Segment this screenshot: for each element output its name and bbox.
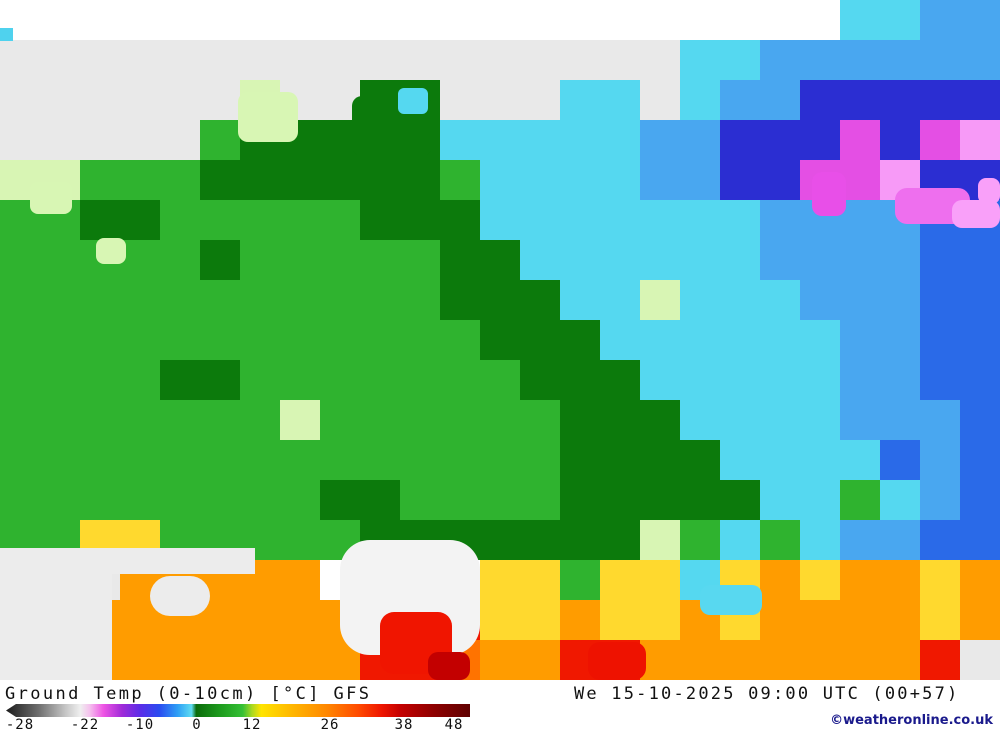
legend-tick-label: 0 [192, 717, 202, 733]
footer: Ground Temp (0-10cm) [°C] GFS We 15-10-2… [0, 680, 1000, 733]
legend-tick-label: 48 [444, 717, 464, 733]
temperature-scale-ticks: -28 -22 -10 0 12 26 38 48 [6, 717, 476, 733]
forecast-datetime: We 15-10-2025 09:00 UTC (00+57) [574, 684, 960, 704]
legend-tick-label: 38 [394, 717, 414, 733]
legend-tick-label: 26 [320, 717, 340, 733]
copyright-link[interactable]: ©weatheronline.co.uk [830, 713, 993, 728]
temperature-field-canvas [0, 0, 1000, 680]
map-title: Ground Temp (0-10cm) [°C] GFS [5, 684, 372, 704]
legend-tick-label: -10 [125, 717, 155, 733]
temperature-map [0, 0, 1000, 680]
legend-tick-label: -22 [70, 717, 100, 733]
legend-tick-label: 12 [242, 717, 262, 733]
temperature-scale-bar [6, 704, 470, 717]
legend-tick-label: -28 [5, 717, 35, 733]
